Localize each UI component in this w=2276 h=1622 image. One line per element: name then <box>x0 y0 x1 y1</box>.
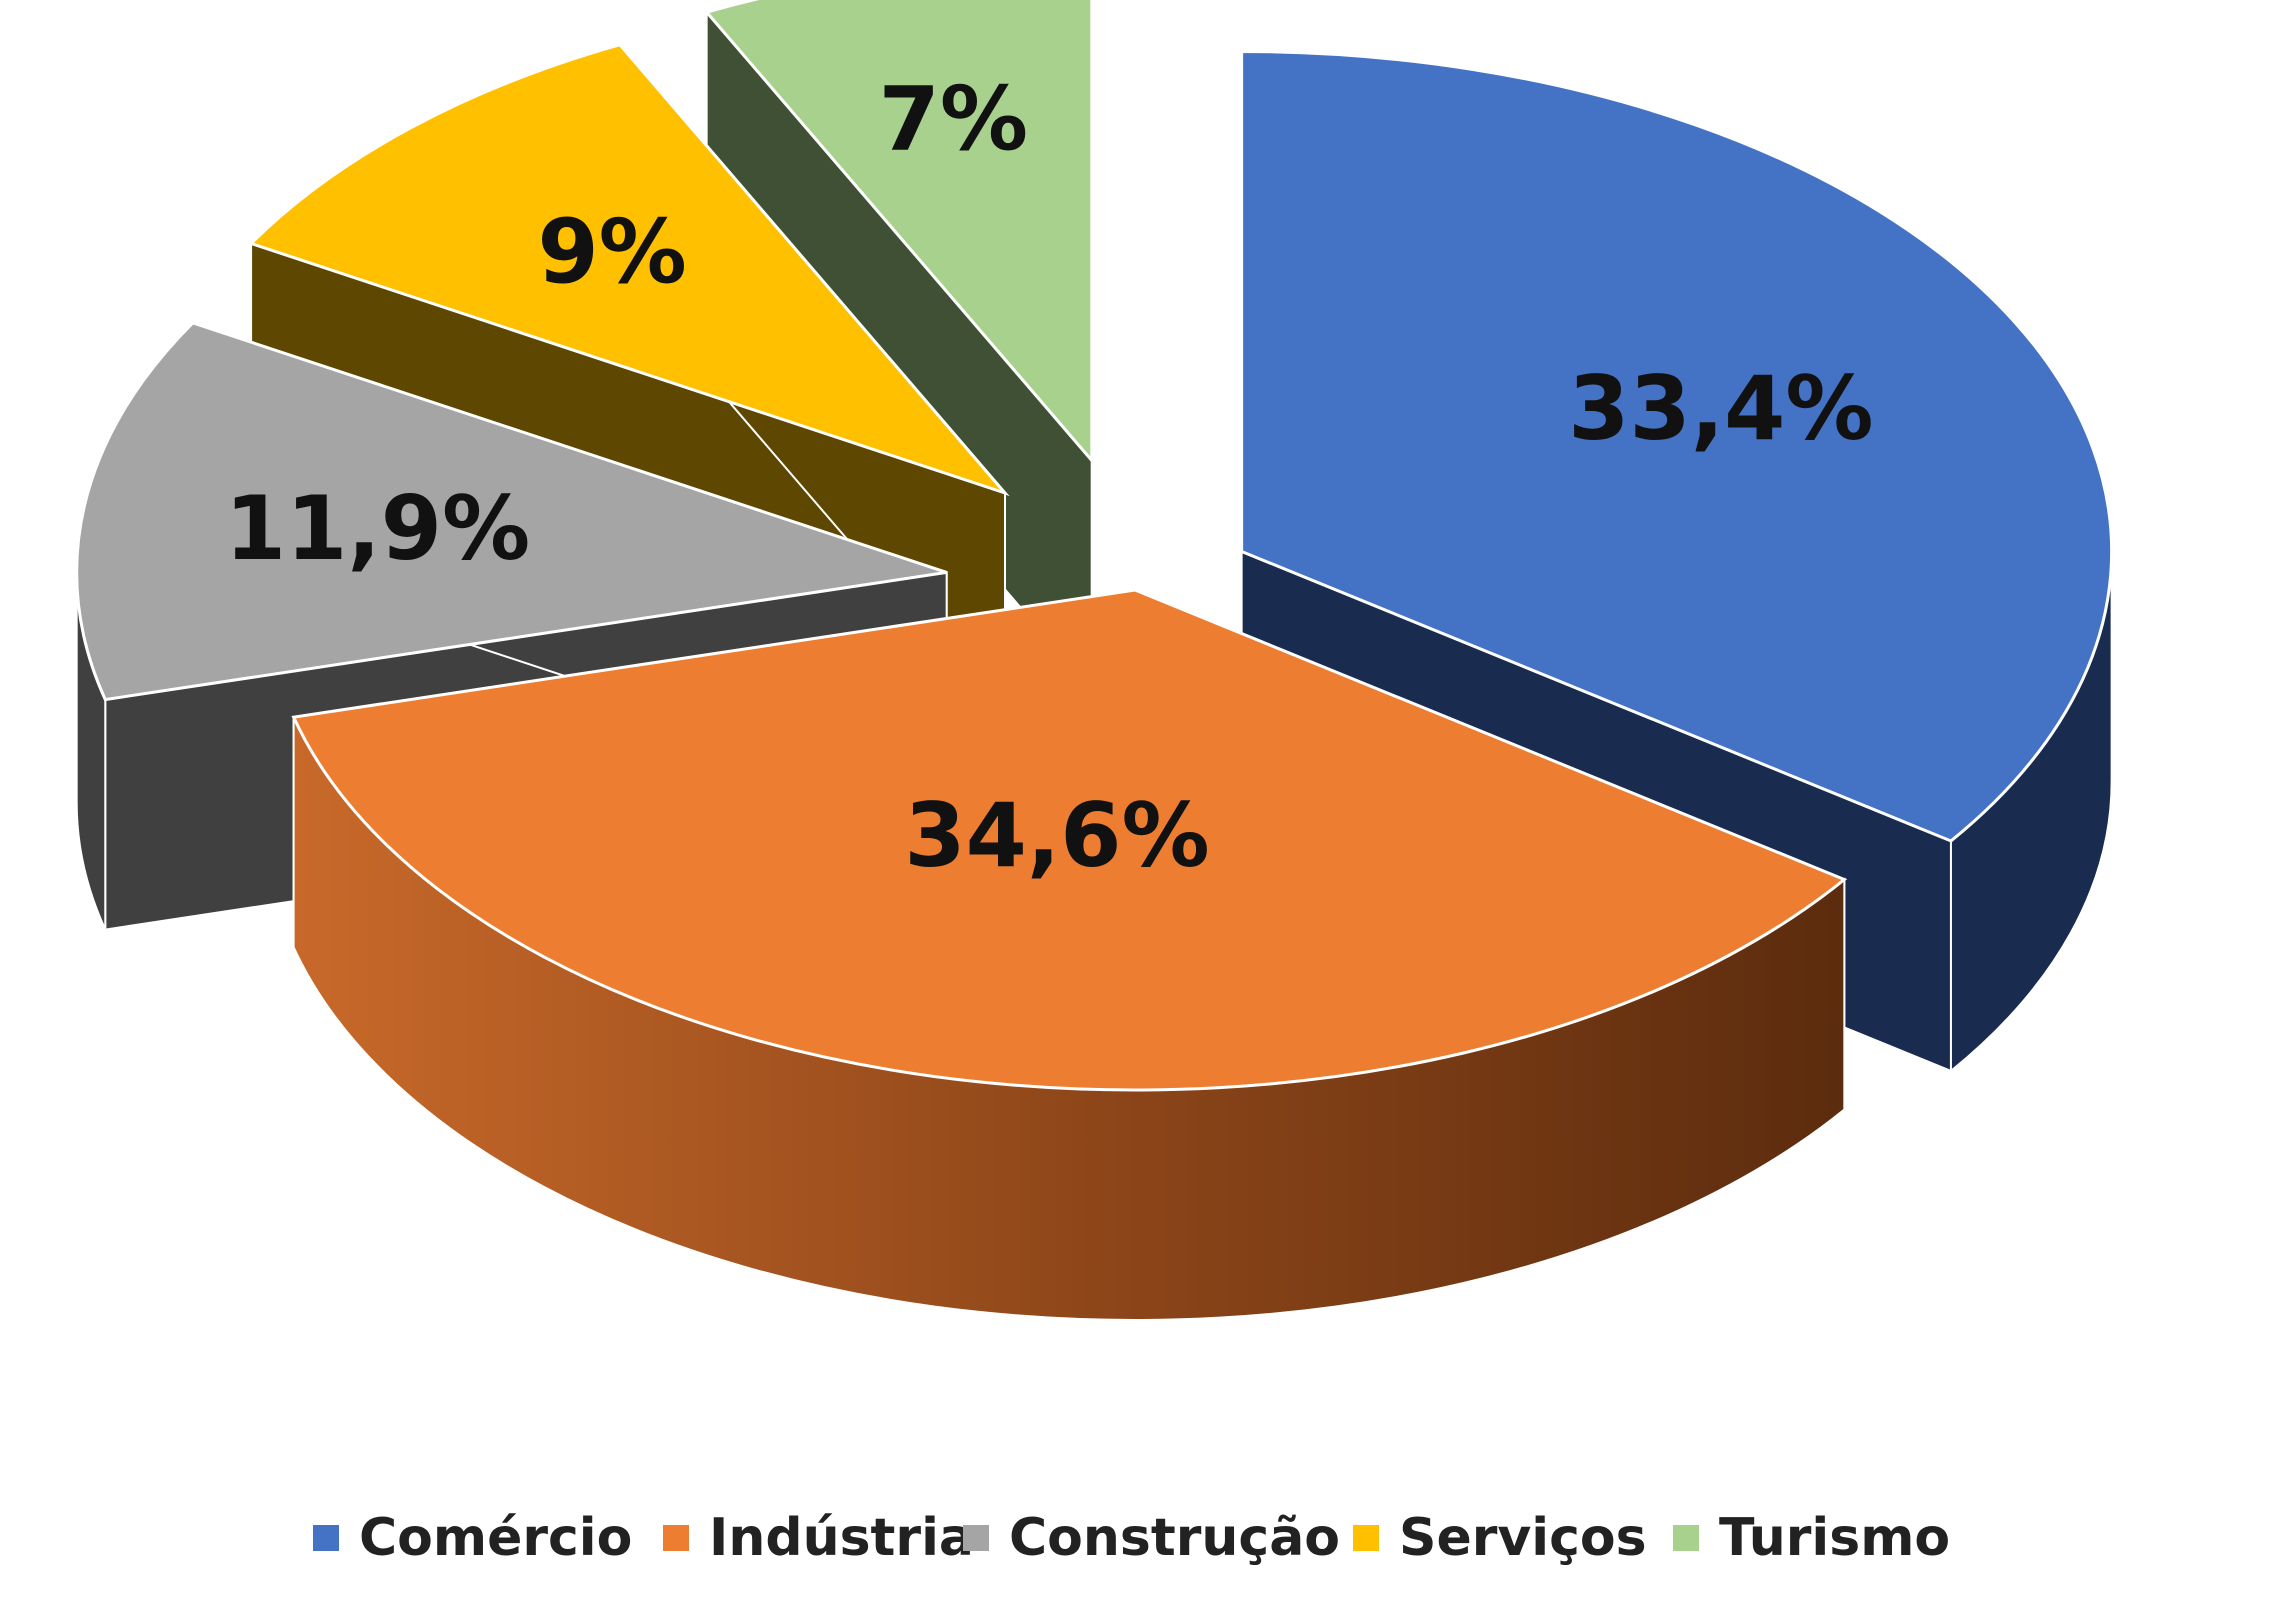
legend-swatch-3 <box>963 1525 989 1551</box>
legend-label-4: Serviços <box>1399 1508 1647 1568</box>
legend-item-3: Construção <box>963 1508 1340 1568</box>
data-label-4: 9% <box>537 200 686 303</box>
data-label-5: 7% <box>879 68 1028 171</box>
legend-item-4: Serviços <box>1353 1508 1647 1568</box>
slice-top-3 <box>75 321 948 702</box>
pie-slices <box>75 0 2114 1321</box>
legend-label-1: Comércio <box>359 1508 632 1568</box>
slice-top-4 <box>248 42 1010 497</box>
legend-label-3: Construção <box>1009 1508 1340 1568</box>
legend-label-5: Turismo <box>1719 1508 1950 1568</box>
pie-slice-2 <box>291 588 1848 1321</box>
slice-top-5 <box>703 0 1094 465</box>
data-label-2: 34,6% <box>904 784 1209 887</box>
data-label-3: 11,9% <box>225 477 530 580</box>
legend-swatch-2 <box>663 1525 689 1551</box>
slice-top-2 <box>291 588 1848 1092</box>
legend-item-2: Indústria <box>663 1508 974 1568</box>
legend-item-5: Turismo <box>1673 1508 1950 1568</box>
legend-swatch-1 <box>313 1525 339 1551</box>
legend-swatch-4 <box>1353 1525 1379 1551</box>
legend-item-1: Comércio <box>313 1508 632 1568</box>
legend-swatch-5 <box>1673 1525 1699 1551</box>
legend: Comércio Indústria Construção Serviços Turis… <box>313 1508 1950 1568</box>
slice-top-1 <box>1240 49 2114 843</box>
data-label-1: 33,4% <box>1568 357 1873 460</box>
legend-label-2: Indústria <box>709 1508 974 1568</box>
slice-labels: 33,4% 34,6% 11,9% 9% 7% <box>225 68 1874 887</box>
